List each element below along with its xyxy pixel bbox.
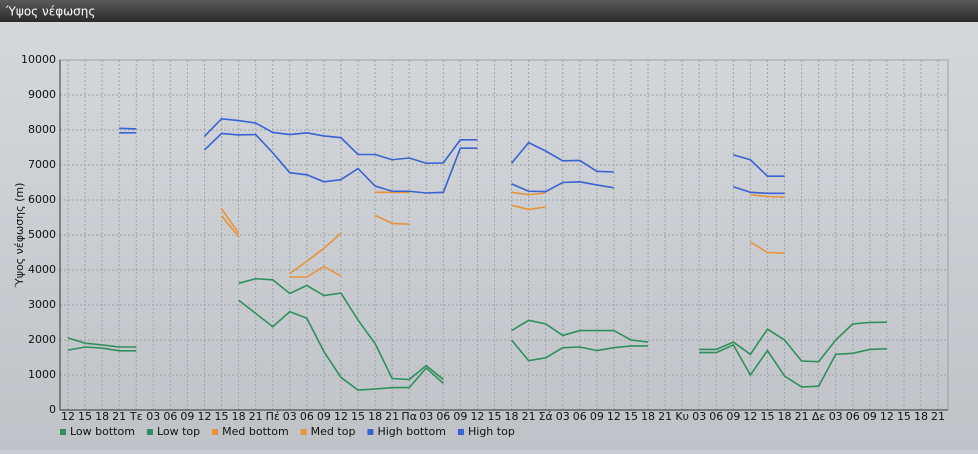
legend-label: Low top — [157, 425, 200, 438]
x-tick-label: 21 — [112, 410, 126, 423]
x-tick-label: 12 — [607, 410, 621, 423]
x-tick-label: 09 — [726, 410, 740, 423]
y-tick-label: 9000 — [28, 88, 56, 101]
y-tick-label: 8000 — [28, 123, 56, 136]
y-tick-label: 5000 — [28, 228, 56, 241]
x-tick-label: Τε — [129, 410, 143, 423]
x-tick-label: 21 — [658, 410, 672, 423]
legend-swatch — [367, 429, 374, 435]
x-tick-label: 15 — [760, 410, 774, 423]
x-tick-label: 18 — [368, 410, 382, 423]
x-tick-label: 03 — [829, 410, 843, 423]
x-tick-label: 21 — [522, 410, 536, 423]
x-tick-label: 09 — [180, 410, 194, 423]
x-tick-label: Πα — [401, 410, 417, 423]
x-tick-label: 09 — [863, 410, 877, 423]
x-tick-label: 12 — [880, 410, 894, 423]
y-tick-label: 3000 — [28, 298, 56, 311]
legend-swatch — [458, 429, 464, 435]
x-tick-label: 12 — [470, 410, 484, 423]
y-tick-label: 7000 — [28, 158, 56, 171]
series-line — [67, 299, 887, 391]
y-tick-label: 2000 — [28, 333, 56, 346]
x-tick-label: 06 — [163, 410, 177, 423]
x-tick-label: 21 — [249, 410, 263, 423]
x-tick-label: 06 — [436, 410, 450, 423]
x-tick-label: 09 — [453, 410, 467, 423]
x-tick-label: 03 — [283, 410, 297, 423]
x-tick-label: 15 — [488, 410, 502, 423]
x-tick-label: 18 — [914, 410, 928, 423]
series-line — [119, 117, 785, 177]
x-tick-label: 12 — [743, 410, 757, 423]
x-tick-label: 03 — [146, 410, 160, 423]
y-tick-label: 6000 — [28, 193, 56, 206]
x-tick-label: 12 — [61, 410, 75, 423]
x-tick-label: 18 — [641, 410, 655, 423]
x-tick-label: 06 — [846, 410, 860, 423]
x-tick-label: 03 — [556, 410, 570, 423]
legend-swatch — [146, 429, 153, 435]
y-tick-label: 10000 — [21, 53, 56, 66]
legend-label: High top — [468, 425, 515, 438]
x-tick-label: 15 — [897, 410, 911, 423]
legend-label: Med top — [311, 425, 356, 438]
x-tick-label: 06 — [709, 410, 723, 423]
series-line — [220, 191, 785, 275]
window-title: Ύψος νέφωσης — [5, 5, 95, 19]
x-tick-label: Δε — [812, 410, 826, 423]
legend-label: Med bottom — [222, 425, 289, 438]
x-tick-label: Κυ — [675, 410, 689, 423]
x-tick-label: 18 — [778, 410, 792, 423]
x-tick-label: 18 — [232, 410, 246, 423]
legend-label: High bottom — [377, 425, 446, 438]
x-tick-label: 21 — [385, 410, 399, 423]
x-tick-label: 21 — [795, 410, 809, 423]
legend-label: Low bottom — [70, 425, 135, 438]
x-tick-label: 12 — [334, 410, 348, 423]
y-tick-label: 0 — [49, 403, 56, 416]
x-tick-label: 15 — [215, 410, 229, 423]
x-tick-label: 18 — [505, 410, 519, 423]
x-tick-label: 15 — [78, 410, 92, 423]
y-tick-label: 1000 — [28, 368, 56, 381]
x-tick-label: 03 — [692, 410, 706, 423]
legend-swatch — [60, 429, 66, 435]
x-tick-label: Πέ — [266, 410, 280, 423]
series-line — [119, 132, 785, 195]
series-line — [220, 204, 785, 278]
legend-swatch — [212, 429, 219, 435]
x-tick-label: 06 — [573, 410, 587, 423]
x-tick-label: 06 — [300, 410, 314, 423]
series-line — [67, 277, 887, 381]
x-tick-label: 18 — [95, 410, 109, 423]
x-tick-label: 15 — [351, 410, 365, 423]
x-tick-label: 03 — [419, 410, 433, 423]
x-tick-label: 12 — [197, 410, 211, 423]
legend-swatch — [300, 429, 307, 435]
x-tick-label: Σά — [539, 410, 553, 423]
x-tick-label: 09 — [590, 410, 604, 423]
x-tick-label: 09 — [317, 410, 331, 423]
y-tick-label: 4000 — [28, 263, 56, 276]
x-tick-label: 15 — [624, 410, 638, 423]
title-bar — [0, 0, 978, 22]
y-axis-label: Ύψος νέφωσης (m) — [13, 183, 26, 289]
x-tick-label: 21 — [931, 410, 945, 423]
